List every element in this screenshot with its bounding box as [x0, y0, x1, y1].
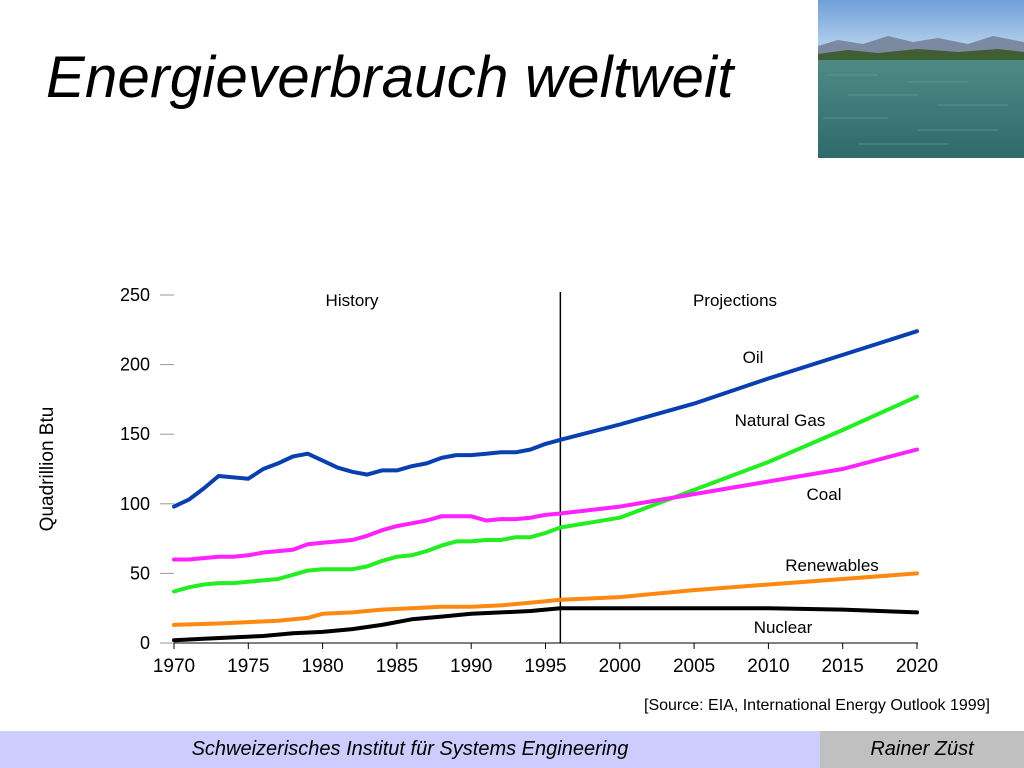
series-line-renewables	[172, 571, 919, 627]
x-tick-label: 1970	[153, 656, 195, 677]
energy-consumption-chart: 0 50 100 150 200 250 1970 1975 1980 1985 1990 1995 2…	[37, 285, 938, 677]
x-tick-label: 2010	[747, 656, 789, 677]
y-tick-label: 250	[120, 285, 150, 305]
series-label-coal: Coal	[807, 485, 842, 504]
x-tick-label: 2015	[822, 656, 864, 677]
x-tick-label: 1985	[376, 656, 418, 677]
series-line-oil	[172, 329, 919, 509]
x-tick-label: 2020	[896, 656, 938, 677]
x-tick-label: 1980	[301, 656, 343, 677]
series-label-nuclear: Nuclear	[754, 618, 813, 637]
series-line-natural-gas	[172, 394, 919, 594]
footer-bar: Schweizerisches Institut für Systems Eng…	[0, 731, 1024, 768]
history-label: History	[326, 291, 379, 310]
slide-title: Energieverbrauch weltweit	[46, 45, 734, 110]
x-tick-label: 2000	[599, 656, 641, 677]
x-tick-label: 1975	[227, 656, 269, 677]
x-tick-label: 2005	[673, 656, 715, 677]
y-tick-label: 50	[130, 563, 150, 583]
series-line-coal	[172, 447, 919, 562]
y-tick-label: 0	[140, 633, 150, 653]
x-tick-label: 1990	[450, 656, 492, 677]
y-axis-label: Quadrillion Btu	[37, 407, 58, 532]
footer-author: Rainer Züst	[820, 731, 1024, 768]
projections-label: Projections	[693, 291, 777, 310]
lake-landscape-photo	[818, 0, 1024, 158]
y-tick-label: 100	[120, 494, 150, 514]
series-label-natural-gas: Natural Gas	[735, 411, 826, 430]
source-citation: [Source: EIA, International Energy Outlo…	[644, 697, 990, 714]
series-label-renewables: Renewables	[785, 556, 879, 575]
series-line-nuclear	[172, 606, 919, 643]
x-tick-label: 1995	[524, 656, 566, 677]
y-tick-label: 200	[120, 355, 150, 375]
y-tick-label: 150	[120, 424, 150, 444]
series-label-oil: Oil	[743, 348, 764, 367]
footer-institute: Schweizerisches Institut für Systems Eng…	[0, 731, 820, 768]
